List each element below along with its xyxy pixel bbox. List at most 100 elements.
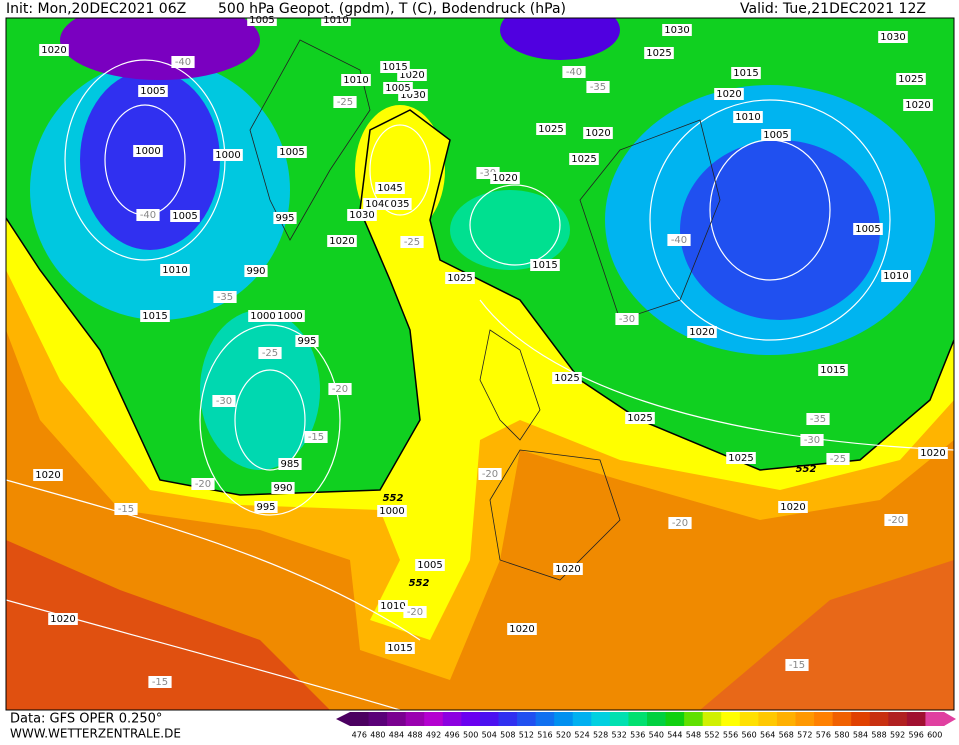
- pressure-label: 1020: [50, 614, 75, 625]
- label-box: [39, 44, 69, 56]
- label-box: [400, 236, 424, 248]
- colorbar-swatch: [684, 712, 704, 726]
- colorbar-swatch: [776, 712, 796, 726]
- pressure-label: 1010: [343, 75, 368, 86]
- colorbar-label: 596: [909, 731, 924, 740]
- label-box: [731, 67, 761, 79]
- pressure-label: 1015: [532, 260, 557, 271]
- temperature-label: -25: [830, 454, 846, 465]
- pressure-label: 1015: [142, 311, 167, 322]
- colorbar-label: 588: [871, 731, 886, 740]
- colorbar-swatch: [498, 712, 518, 726]
- pressure-label: 1025: [646, 48, 671, 59]
- pressure-label: 995: [297, 336, 316, 347]
- pressure-label: 1025: [571, 154, 596, 165]
- colorbar-label: 572: [797, 731, 812, 740]
- label-box: [553, 563, 583, 575]
- temperature-label: -20: [672, 518, 688, 529]
- label-box: [903, 99, 933, 111]
- colorbar-swatch: [554, 712, 574, 726]
- temperature-label: -15: [118, 504, 134, 515]
- pressure-label: 1025: [627, 413, 652, 424]
- label-box: [341, 74, 371, 86]
- pressure-label: 1010: [883, 271, 908, 282]
- label-box: [562, 66, 586, 78]
- temperature-label: -35: [810, 414, 826, 425]
- label-box: [333, 96, 357, 108]
- colorbar-swatch: [350, 712, 370, 726]
- label-box: [213, 291, 237, 303]
- label-box: [378, 600, 408, 612]
- colorbar-swatch: [405, 712, 425, 726]
- pressure-label: 1015: [820, 365, 845, 376]
- label-box: [254, 501, 278, 513]
- colorbar-swatch: [739, 712, 759, 726]
- colorbar-arrow: [944, 712, 956, 726]
- label-box: [377, 505, 407, 517]
- init-time: Init: Mon,20DEC2021 06Z: [6, 1, 186, 17]
- label-box: [388, 198, 412, 210]
- colorbar-label: 496: [444, 731, 459, 740]
- colorbar-swatch: [628, 712, 648, 726]
- label-box: [328, 383, 352, 395]
- label-box: [140, 310, 170, 322]
- pressure-label: 1005: [855, 224, 880, 235]
- colorbar-label: 576: [816, 731, 831, 740]
- label-box: [918, 447, 948, 459]
- pressure-label: 1000: [277, 311, 302, 322]
- colorbar-swatch: [647, 712, 667, 726]
- temperature-label: -15: [308, 432, 324, 443]
- colorbar-swatch: [387, 712, 407, 726]
- label-box: [644, 47, 674, 59]
- colorbar-label: 488: [407, 731, 422, 740]
- colorbar-label: 516: [537, 731, 552, 740]
- pressure-label: 1030: [349, 210, 374, 221]
- label-box: [826, 453, 850, 465]
- label-box: [385, 642, 415, 654]
- label-box: [806, 413, 830, 425]
- colorbar-label: 580: [834, 731, 849, 740]
- label-box: [478, 468, 502, 480]
- temperature-label: -20: [332, 384, 348, 395]
- temperature-label: -25: [262, 348, 278, 359]
- label-box: [347, 209, 377, 221]
- colorbar-label: 556: [723, 731, 738, 740]
- pressure-label: 1000: [215, 150, 240, 161]
- colorbar-label: 512: [519, 731, 534, 740]
- colorbar-swatch: [535, 712, 555, 726]
- colorbar-swatch: [851, 712, 871, 726]
- pressure-label: 1015: [387, 643, 412, 654]
- pressure-label: 990: [246, 266, 265, 277]
- label-box: [536, 123, 566, 135]
- label-box: [171, 56, 195, 68]
- pressure-label: 1010: [735, 112, 760, 123]
- colorbar-swatch: [814, 712, 834, 726]
- label-box: [586, 81, 610, 93]
- label-box: [170, 210, 200, 222]
- label-box: [714, 88, 744, 100]
- label-box: [507, 623, 537, 635]
- pressure-label: 1010: [380, 601, 405, 612]
- pressure-label: 1000: [250, 311, 275, 322]
- label-box: [138, 85, 168, 97]
- colorbar-swatch: [609, 712, 629, 726]
- colorbar-label: 592: [890, 731, 905, 740]
- colorbar-label: 584: [853, 731, 868, 740]
- pressure-label: 1020: [509, 624, 534, 635]
- pressure-label: 1020: [585, 128, 610, 139]
- pressure-label: 1040: [365, 199, 390, 210]
- pressure-label: 552: [383, 493, 404, 504]
- colorbar-swatch: [479, 712, 499, 726]
- colorbar-swatch: [721, 712, 741, 726]
- temperature-label: -25: [337, 97, 353, 108]
- colorbar-swatch: [517, 712, 537, 726]
- pressure-label: 1005: [763, 130, 788, 141]
- temperature-label: -40: [140, 210, 156, 221]
- colorbar-label: 504: [482, 731, 497, 740]
- temperature-label: -20: [195, 479, 211, 490]
- colorbar-label: 520: [556, 731, 571, 740]
- pressure-label: 1020: [920, 448, 945, 459]
- label-box: [662, 24, 692, 36]
- label-box: [667, 234, 691, 246]
